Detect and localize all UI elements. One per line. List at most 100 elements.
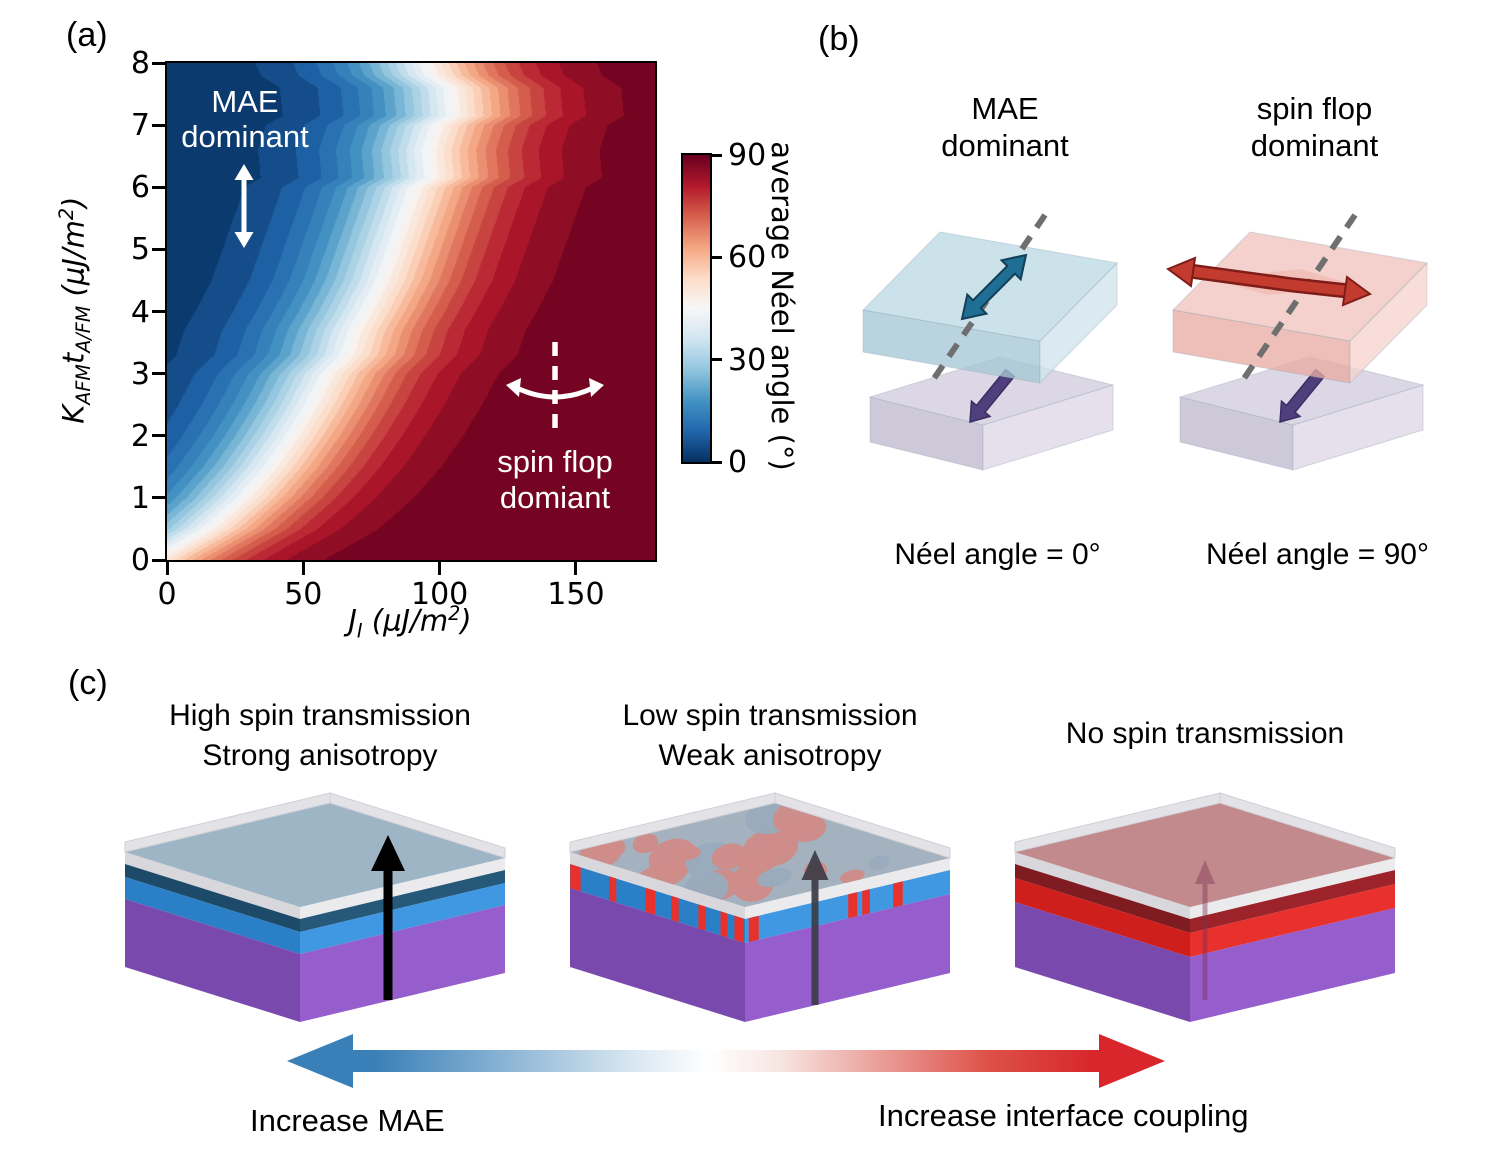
interface-stripe: [748, 915, 759, 943]
x-tick-mark: [301, 561, 305, 575]
mae-axis-double-arrow: [234, 164, 254, 248]
arc-arrowhead-right-icon: [589, 378, 604, 397]
cap-sheen: [570, 803, 950, 907]
interface-stripe: [671, 895, 679, 923]
layer-front-left-3: [125, 899, 300, 1022]
top-face: [1015, 803, 1395, 907]
interface-stripe: [734, 915, 744, 943]
y-tick-label: 7: [130, 108, 150, 144]
y-tick-mark: [152, 372, 167, 376]
layer-front-left-1: [1015, 864, 1190, 933]
panel-b-left-title: MAE dominant: [900, 90, 1110, 164]
y-tick-mark: [152, 496, 167, 500]
increase-mae-label: Increase MAE: [250, 1103, 445, 1138]
layer-front-left-0: [125, 852, 300, 919]
neel-vector-head-left: [1165, 256, 1197, 288]
dashed-easy-axis-icon: [930, 213, 1048, 382]
c-title-high-line1: High spin transmission: [169, 699, 471, 732]
magnetic-domain-blob: [787, 814, 827, 842]
colorbar-tick-label: 0: [728, 445, 748, 480]
layer-front-left-0: [570, 852, 745, 919]
neel-vector-head-right: [1341, 275, 1373, 307]
y-tick-mark: [152, 558, 167, 562]
layer-front-right-0: [745, 858, 950, 919]
colorbar-gradient: [683, 155, 710, 462]
stack-illustration-weak-anisotropy: [569, 792, 951, 1022]
spin-current-arrow: [801, 850, 829, 1005]
y-tick-mark: [152, 61, 167, 65]
c-title-none-line1: No spin transmission: [1065, 717, 1345, 750]
colorbar: [681, 153, 712, 464]
stack-illustration-strong-anisotropy: [124, 792, 506, 1022]
y-tick-label: 3: [130, 356, 150, 392]
annotation-mae-dominant: MAE dominant: [150, 84, 340, 154]
b-left-title-line1: MAE: [971, 91, 1039, 126]
neel-vector-double-arrow: [960, 253, 1028, 321]
y-tick-mark: [152, 310, 167, 313]
magnetic-domain-blob: [757, 868, 792, 888]
colorbar-tick-label: 30: [728, 342, 767, 378]
magnetic-domain-blob: [711, 843, 748, 870]
layer-front-right-3: [300, 905, 505, 1022]
interface-stripe: [609, 876, 617, 903]
substrate-magnetization-arrow: [969, 368, 1016, 424]
layer-front-left-1: [125, 864, 300, 932]
cap-rim-right: [329, 792, 506, 859]
mae-coupling-axis-arrow: [287, 1034, 1165, 1088]
cap-rim-right: [1219, 792, 1396, 859]
spin-current-arrow: [371, 835, 405, 1000]
colorbar-tick-mark: [712, 358, 722, 362]
y-tick-label: 6: [130, 170, 150, 206]
annotation-spinflop-line2: domiant: [499, 480, 611, 515]
y-tick-mark: [152, 123, 167, 127]
x-tick-label: 100: [410, 577, 469, 612]
interface-stripe: [570, 864, 581, 892]
y-tick-label: 0: [130, 543, 150, 578]
stack-illustration-no-transmission: [1014, 792, 1396, 1022]
colorbar-tick-mark: [712, 153, 722, 157]
interface-stripe: [698, 904, 706, 931]
layer-front-left-2: [125, 877, 300, 954]
y-tick-mark: [152, 247, 167, 251]
b-right-title-line2: dominant: [1250, 128, 1379, 163]
x-tick-label: 150: [547, 577, 605, 612]
x-tick-mark: [574, 561, 578, 575]
x-tick-mark: [165, 561, 169, 575]
annotation-mae-line1: MAE: [211, 84, 279, 119]
cap-sheen: [1015, 803, 1395, 907]
bilayer-illustration-spin-flop: [1165, 213, 1429, 471]
y-tick-label: 8: [130, 46, 150, 81]
panel-b-label: (b): [818, 20, 860, 58]
c-title-high: High spin transmission Strong anisotropy: [115, 696, 525, 776]
layer-front-right-1: [300, 870, 505, 932]
y-axis-label: KAFMtA/FM (μJ/m2): [54, 196, 96, 424]
layer-front-left-2: [570, 888, 745, 1022]
panel-a-label: (a): [66, 16, 108, 54]
neel-vector-shaft: [1189, 266, 1349, 296]
vertical-double-arrow-icon: [234, 164, 254, 248]
b-right-title-line1: spin flop: [1256, 91, 1373, 126]
layer-front-left-0: [1015, 852, 1190, 919]
colorbar-tick-label: 60: [728, 240, 767, 276]
layer-front-right-0: [1190, 858, 1395, 919]
colorbar-tick-mark: [712, 255, 722, 259]
substrate-magnetization-arrow: [1279, 368, 1326, 424]
increase-interface-coupling-label: Increase interface coupling: [878, 1098, 1249, 1133]
c-title-low-line1: Low spin transmission: [622, 699, 918, 732]
annotation-spinflop-line1: spin flop: [497, 444, 613, 479]
interface-stripe: [720, 911, 728, 938]
neel-angle-heatmap: [167, 63, 655, 560]
cap-rim-right: [774, 792, 951, 859]
panel-c-label: (c): [68, 664, 108, 702]
interface-stripe: [848, 892, 858, 919]
magnetic-domain-blob: [668, 845, 701, 861]
x-tick-label: 0: [157, 577, 177, 612]
layer-front-left-3: [1015, 902, 1190, 1022]
spin-current-arrow: [1195, 860, 1215, 1000]
magnetic-domain-blob: [632, 833, 659, 854]
layer-front-right-1: [1190, 870, 1395, 933]
bilayer-illustration-mae-dominant: [861, 213, 1119, 471]
c-title-low: Low spin transmission Weak anisotropy: [565, 696, 975, 776]
c-title-high-line2: Strong anisotropy: [202, 739, 438, 772]
